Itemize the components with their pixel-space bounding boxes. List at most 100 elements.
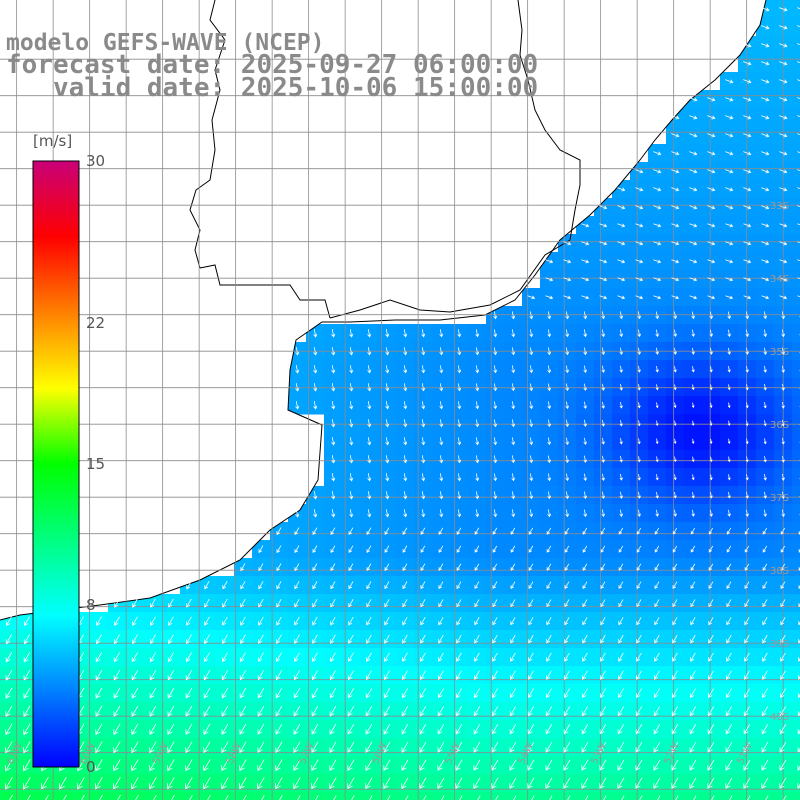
wind-arrow — [779, 241, 788, 246]
wind-arrow — [421, 401, 426, 410]
wind-arrow — [167, 741, 175, 754]
wind-arrow — [545, 724, 553, 735]
wind-arrow — [564, 527, 570, 535]
wind-arrow — [707, 151, 716, 156]
wind-arrow — [546, 545, 552, 553]
wind-arrow — [150, 598, 156, 608]
wind-arrow — [511, 401, 516, 410]
wind-arrow — [221, 652, 228, 663]
wind-arrow — [708, 563, 714, 571]
wind-arrow — [293, 777, 301, 790]
wind-arrow — [437, 688, 444, 699]
wind-arrow — [185, 759, 193, 772]
wind-arrow — [474, 545, 480, 553]
wind-arrow — [655, 329, 660, 338]
wind-arrow — [293, 652, 300, 662]
wind-arrow — [330, 634, 336, 644]
wind-arrow — [599, 706, 606, 717]
wind-arrow — [5, 741, 13, 754]
wind-arrow — [655, 402, 659, 409]
wind-arrow — [797, 241, 800, 244]
wind-arrow — [691, 438, 695, 444]
wind-arrow — [672, 581, 678, 589]
wind-arrow — [582, 634, 588, 644]
wind-arrow — [167, 634, 174, 644]
wind-arrow — [493, 455, 498, 464]
wind-arrow — [40, 776, 49, 790]
wind-arrow — [619, 347, 624, 356]
wind-arrow — [222, 581, 228, 590]
wind-arrow — [203, 741, 211, 753]
wind-arrow — [315, 795, 319, 800]
wind-arrow — [655, 474, 659, 481]
wind-arrow — [743, 777, 751, 789]
wind-arrow — [295, 401, 300, 410]
wind-arrow — [439, 383, 444, 392]
wind-arrow — [437, 777, 445, 790]
wind-arrow — [600, 527, 606, 535]
wind-arrow — [403, 383, 408, 392]
wind-arrow — [113, 670, 121, 681]
wind-arrow — [475, 491, 480, 500]
wind-arrow — [221, 741, 229, 753]
wind-arrow — [493, 329, 498, 338]
wind-arrow — [673, 311, 678, 320]
wind-arrow — [239, 670, 246, 681]
wind-arrow — [477, 795, 481, 800]
wind-arrow — [635, 706, 642, 717]
wind-arrow — [547, 491, 552, 500]
wind-arrow — [185, 741, 193, 754]
wind-arrow — [401, 741, 409, 753]
wind-arrow — [385, 419, 390, 428]
wind-arrow — [672, 599, 678, 608]
wind-arrow — [456, 527, 462, 535]
wind-arrow — [709, 509, 713, 517]
wind-arrow — [333, 795, 337, 800]
speed-cell — [792, 666, 800, 685]
speed-cell — [432, 792, 451, 800]
wind-arrow — [459, 795, 463, 800]
wind-arrow — [385, 329, 390, 338]
wind-arrow — [691, 420, 695, 426]
wind-arrow — [331, 455, 336, 464]
colorbar-tick-30: 30 — [86, 152, 106, 170]
wind-arrow — [167, 670, 175, 681]
wind-arrow — [727, 366, 731, 373]
wind-arrow — [473, 688, 480, 699]
wind-arrow — [473, 706, 481, 717]
wind-arrow — [673, 329, 678, 338]
wind-arrow — [366, 616, 372, 626]
wind-arrow — [689, 277, 698, 282]
wind-arrow — [689, 741, 697, 753]
wind-arrow — [402, 616, 408, 626]
wind-arrow — [367, 455, 372, 464]
wind-arrow — [744, 617, 750, 626]
wind-arrow — [727, 492, 731, 499]
wind-arrow — [297, 795, 301, 800]
wind-arrow — [383, 777, 391, 790]
wind-arrow — [347, 670, 354, 681]
wind-arrow — [239, 759, 247, 772]
wind-arrow — [565, 437, 570, 446]
wind-arrow — [493, 509, 498, 518]
wind-arrow — [745, 347, 749, 355]
wind-arrow — [349, 473, 354, 482]
wind-arrow — [23, 616, 30, 627]
wind-arrow — [581, 741, 589, 753]
wind-arrow — [257, 723, 265, 735]
wind-arrow — [545, 777, 553, 789]
wind-arrow — [257, 705, 265, 717]
speed-cell — [792, 648, 800, 667]
wind-arrow — [599, 241, 608, 246]
wind-arrow — [95, 616, 102, 626]
wind-arrow — [763, 420, 767, 427]
speed-cell — [126, 792, 145, 800]
wind-arrow — [456, 599, 462, 608]
wind-arrow — [653, 706, 660, 717]
wind-arrow — [529, 473, 534, 482]
wind-arrow — [185, 777, 193, 790]
wind-arrow — [185, 652, 192, 663]
wind-arrow — [293, 688, 301, 699]
wind-arrow — [581, 759, 589, 771]
wind-arrow — [367, 401, 372, 410]
